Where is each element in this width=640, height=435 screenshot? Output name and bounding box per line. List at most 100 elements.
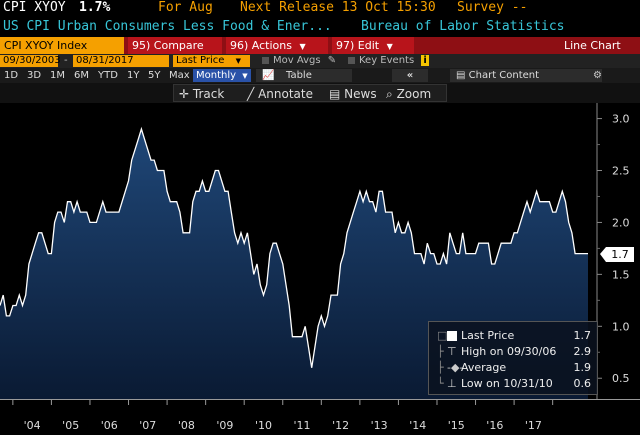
- low-marker-icon: ⊥: [447, 377, 457, 390]
- news-label: News: [344, 87, 377, 101]
- start-date-input[interactable]: 09/30/2003: [0, 55, 61, 67]
- x-tick-label: '06: [101, 419, 118, 432]
- chart-legend[interactable]: □ Last Price 1.7 ├ ⊤ High on 09/30/06 2.…: [428, 321, 598, 395]
- actions-number: 96): [230, 39, 249, 52]
- tree-line-icon: └: [437, 377, 444, 390]
- average-marker-icon: -◆-: [447, 361, 464, 374]
- info-icon[interactable]: i: [421, 55, 429, 66]
- last-price-swatch: [447, 331, 457, 341]
- key-events-label: Key Events: [359, 55, 415, 66]
- annotate-label: Annotate: [258, 87, 313, 101]
- date-range-row: 09/30/2003 - 08/31/2017 Last Price ▼ Mov…: [0, 54, 640, 68]
- x-tick-label: '08: [178, 419, 195, 432]
- table-button[interactable]: Table: [280, 69, 352, 82]
- zoom-tool[interactable]: ⌕ Zoom: [386, 86, 431, 102]
- period-ytd[interactable]: YTD: [98, 70, 118, 81]
- track-label: Track: [192, 87, 225, 101]
- x-tick-label: '15: [448, 419, 465, 432]
- high-marker-icon: ⊤: [447, 345, 457, 358]
- mov-avgs-toggle[interactable]: Mov Avgs ✎: [259, 55, 339, 67]
- end-date-input[interactable]: 08/31/2017: [73, 55, 169, 67]
- y-tick-label: 3.0: [612, 113, 630, 126]
- y-tick-label: 2.5: [612, 165, 630, 178]
- x-tick-label: '04: [24, 419, 41, 432]
- date-separator: -: [64, 55, 68, 66]
- chart-content-label: Chart Content: [468, 70, 540, 81]
- compare-label: Compare: [153, 39, 204, 52]
- x-tick-label: '10: [255, 419, 272, 432]
- next-release: Next Release 13 Oct 15:30: [240, 0, 436, 15]
- period-max[interactable]: Max: [169, 70, 190, 81]
- key-events-toggle[interactable]: Key Events i: [345, 55, 432, 67]
- chart-content-button[interactable]: ▤ Chart Content: [450, 69, 602, 82]
- field-select-label: Last Price: [176, 55, 225, 66]
- news-icon: ▤: [329, 87, 341, 101]
- line-chart-icon[interactable]: 📈: [256, 69, 281, 82]
- period-6m[interactable]: 6M: [74, 70, 89, 81]
- period-5y[interactable]: 5Y: [148, 70, 161, 81]
- news-tool[interactable]: ▤ News: [329, 86, 377, 102]
- legend-low-value: 0.6: [573, 377, 592, 390]
- x-tick-label: '13: [371, 419, 388, 432]
- frequency-select[interactable]: Monthly ▼: [193, 69, 251, 82]
- function-toolbar: CPI XYOY Index 95) Compare 96) Actions ▼…: [0, 37, 640, 54]
- track-tool[interactable]: ✛ Track: [179, 86, 224, 102]
- data-source: Bureau of Labor Statistics: [361, 19, 565, 34]
- annotate-icon: ╱: [247, 87, 255, 101]
- survey: Survey --: [457, 0, 528, 15]
- mov-avgs-label: Mov Avgs: [273, 55, 321, 66]
- edit-button[interactable]: 97) Edit ▼: [332, 37, 414, 54]
- field-select[interactable]: Last Price ▼: [173, 55, 250, 67]
- x-tick-label: '07: [139, 419, 156, 432]
- y-tick-label: 1.5: [612, 268, 630, 281]
- legend-low-label: Low on 10/31/10: [461, 377, 553, 390]
- zoom-icon: ⌕: [386, 87, 393, 101]
- legend-last-price: □ Last Price 1.7: [429, 328, 597, 344]
- edit-number: 97): [336, 39, 355, 52]
- last-price-badge: 1.7: [600, 246, 634, 262]
- actions-button[interactable]: 96) Actions ▼: [226, 37, 328, 54]
- chevron-down-icon: ▼: [299, 42, 306, 51]
- chart-tools-row: ✛ Track ╱ Annotate ▤ News ⌕ Zoom: [0, 83, 640, 103]
- annotate-tool[interactable]: ╱ Annotate: [247, 86, 313, 102]
- legend-average: ├ -◆- Average 1.9: [429, 360, 597, 376]
- chevron-down-icon: ▼: [386, 42, 393, 51]
- chevron-down-icon: ▼: [242, 72, 248, 80]
- x-tick-label: '05: [62, 419, 79, 432]
- legend-last-label: Last Price: [461, 329, 515, 342]
- legend-low: └ ⊥ Low on 10/31/10 0.6: [429, 376, 597, 392]
- checkbox-icon: [262, 56, 269, 64]
- tree-line-icon: ├: [437, 345, 444, 358]
- collapse-icon[interactable]: «: [392, 69, 428, 82]
- period-3d[interactable]: 3D: [27, 70, 42, 81]
- x-tick-label: '17: [525, 419, 542, 432]
- period-1m[interactable]: 1M: [50, 70, 65, 81]
- compare-button[interactable]: 95) Compare: [128, 37, 222, 54]
- y-tick-label: 0.5: [612, 372, 630, 385]
- x-tick-label: '11: [294, 419, 311, 432]
- current-value: 1.7%: [79, 0, 111, 15]
- period-1y[interactable]: 1Y: [127, 70, 140, 81]
- checkbox-icon: [348, 56, 355, 64]
- x-tick-label: '09: [216, 419, 233, 432]
- release-period: For Aug: [158, 0, 213, 15]
- tree-line-icon: ├: [437, 361, 444, 374]
- chart-type-label: Line Chart: [564, 39, 621, 52]
- x-tick-label: '12: [332, 419, 349, 432]
- gear-icon[interactable]: ⚙: [593, 70, 602, 81]
- actions-label: Actions: [251, 39, 292, 52]
- x-tick-label: '14: [409, 419, 426, 432]
- legend-average-label: Average: [461, 361, 507, 374]
- series-line: [0, 126, 588, 368]
- security-field[interactable]: CPI XYOY Index: [0, 37, 124, 54]
- period-1d[interactable]: 1D: [4, 70, 19, 81]
- frequency-label: Monthly: [196, 70, 237, 81]
- chevron-down-icon: ▼: [235, 57, 241, 65]
- legend-average-value: 1.9: [573, 361, 592, 374]
- security-description: US CPI Urban Consumers Less Food & Ener.…: [3, 19, 332, 34]
- legend-high-value: 2.9: [573, 345, 592, 358]
- legend-last-value: 1.7: [573, 329, 592, 342]
- legend-high: ├ ⊤ High on 09/30/06 2.9: [429, 344, 597, 360]
- zoom-label: Zoom: [396, 87, 432, 101]
- x-tick-label: '16: [486, 419, 503, 432]
